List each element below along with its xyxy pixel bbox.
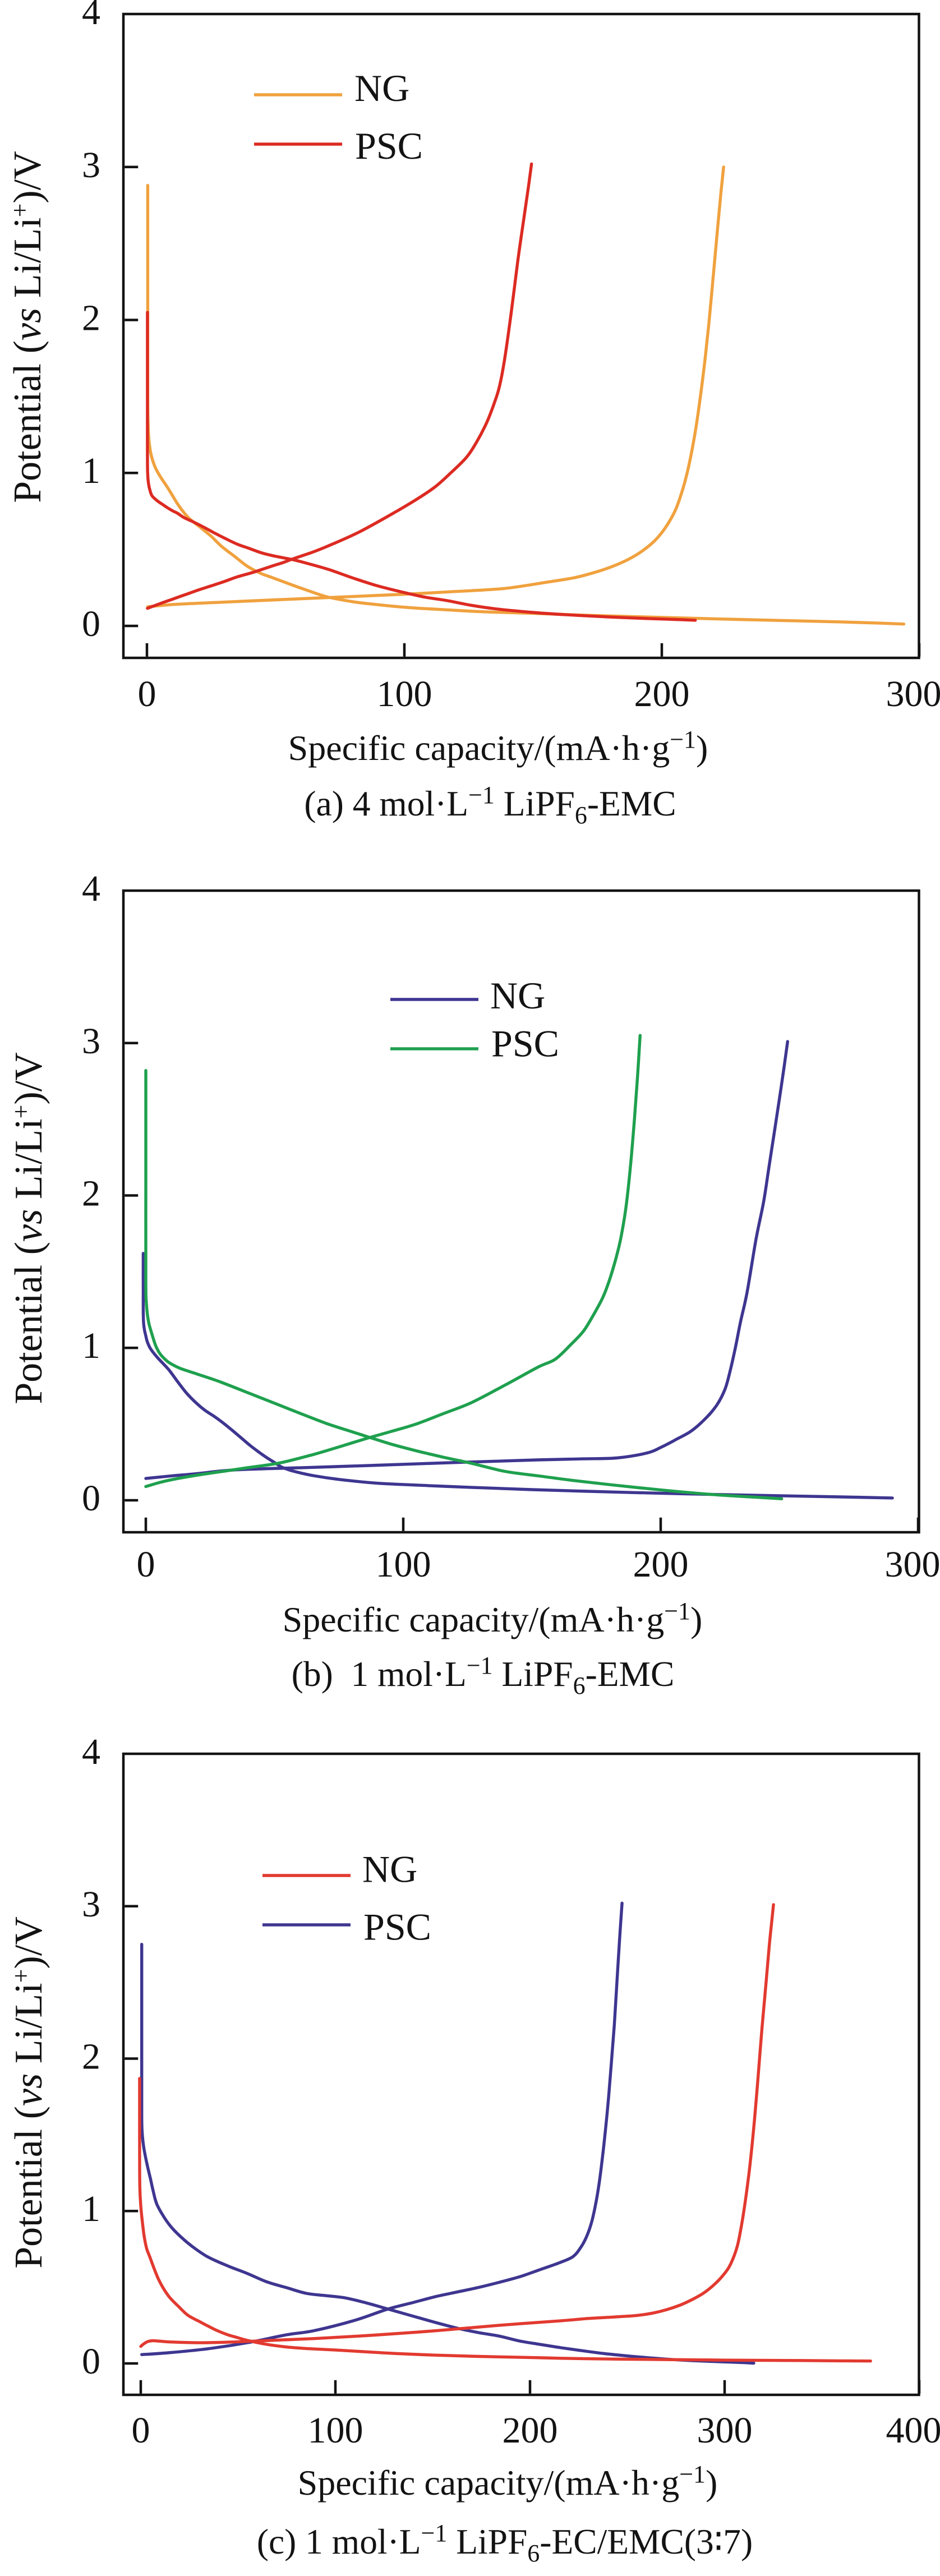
svg-text:2: 2 bbox=[82, 2036, 100, 2077]
svg-text:100: 100 bbox=[308, 2410, 363, 2451]
svg-text:Potential (vs Li/Li+)/V: Potential (vs Li/Li+)/V bbox=[6, 151, 49, 503]
svg-text:200: 200 bbox=[503, 2410, 558, 2451]
svg-text:Specific capacity/(mA·h·g−1): Specific capacity/(mA·h·g−1) bbox=[298, 2460, 718, 2503]
svg-text:Potential (vs Li/Li+)/V: Potential (vs Li/Li+)/V bbox=[7, 1916, 50, 2269]
svg-text:NG: NG bbox=[490, 974, 545, 1017]
svg-text:1: 1 bbox=[82, 450, 100, 491]
svg-text:300: 300 bbox=[885, 1544, 940, 1585]
svg-text:100: 100 bbox=[377, 674, 432, 715]
svg-text:1: 1 bbox=[82, 1325, 100, 1366]
svg-text:200: 200 bbox=[634, 674, 690, 715]
svg-text:3: 3 bbox=[82, 1021, 100, 1062]
svg-text:NG: NG bbox=[362, 1848, 417, 1891]
svg-text:0: 0 bbox=[82, 603, 100, 644]
svg-text:1: 1 bbox=[82, 2188, 100, 2229]
svg-text:300: 300 bbox=[697, 2410, 753, 2451]
svg-text:0: 0 bbox=[132, 2410, 150, 2451]
svg-text:PSC: PSC bbox=[355, 125, 423, 167]
svg-text:PSC: PSC bbox=[363, 1906, 431, 1948]
svg-text:(a) 4 mol·L−1 LiPF6-EMC: (a) 4 mol·L−1 LiPF6-EMC bbox=[304, 781, 676, 829]
svg-text:200: 200 bbox=[633, 1544, 689, 1585]
svg-text:Specific capacity/(mA·h·g−1): Specific capacity/(mA·h·g−1) bbox=[288, 726, 708, 768]
svg-text:4: 4 bbox=[82, 868, 100, 909]
svg-text:400: 400 bbox=[886, 2410, 940, 2451]
svg-text:100: 100 bbox=[376, 1544, 431, 1585]
svg-text:(c) 1 mol·L−1 LiPF6-EC/EMC(3∶7: (c) 1 mol·L−1 LiPF6-EC/EMC(3∶7) bbox=[257, 2519, 753, 2567]
svg-text:0: 0 bbox=[82, 2341, 100, 2382]
svg-text:PSC: PSC bbox=[491, 1022, 559, 1065]
svg-text:4: 4 bbox=[82, 0, 100, 33]
svg-text:0: 0 bbox=[138, 674, 156, 715]
svg-text:3: 3 bbox=[82, 145, 100, 186]
svg-text:Potential (vs Li/Li+)/V: Potential (vs Li/Li+)/V bbox=[7, 1052, 50, 1404]
svg-text:Specific capacity/(mA·h·g−1): Specific capacity/(mA·h·g−1) bbox=[283, 1597, 703, 1639]
svg-text:2: 2 bbox=[82, 1173, 100, 1214]
svg-text:4: 4 bbox=[82, 1731, 100, 1772]
svg-text:0: 0 bbox=[137, 1544, 155, 1585]
svg-text:3: 3 bbox=[82, 1884, 100, 1925]
svg-text:2: 2 bbox=[82, 298, 100, 339]
svg-text:300: 300 bbox=[886, 674, 940, 715]
svg-text:NG: NG bbox=[354, 67, 409, 109]
svg-text:0: 0 bbox=[82, 1478, 100, 1519]
